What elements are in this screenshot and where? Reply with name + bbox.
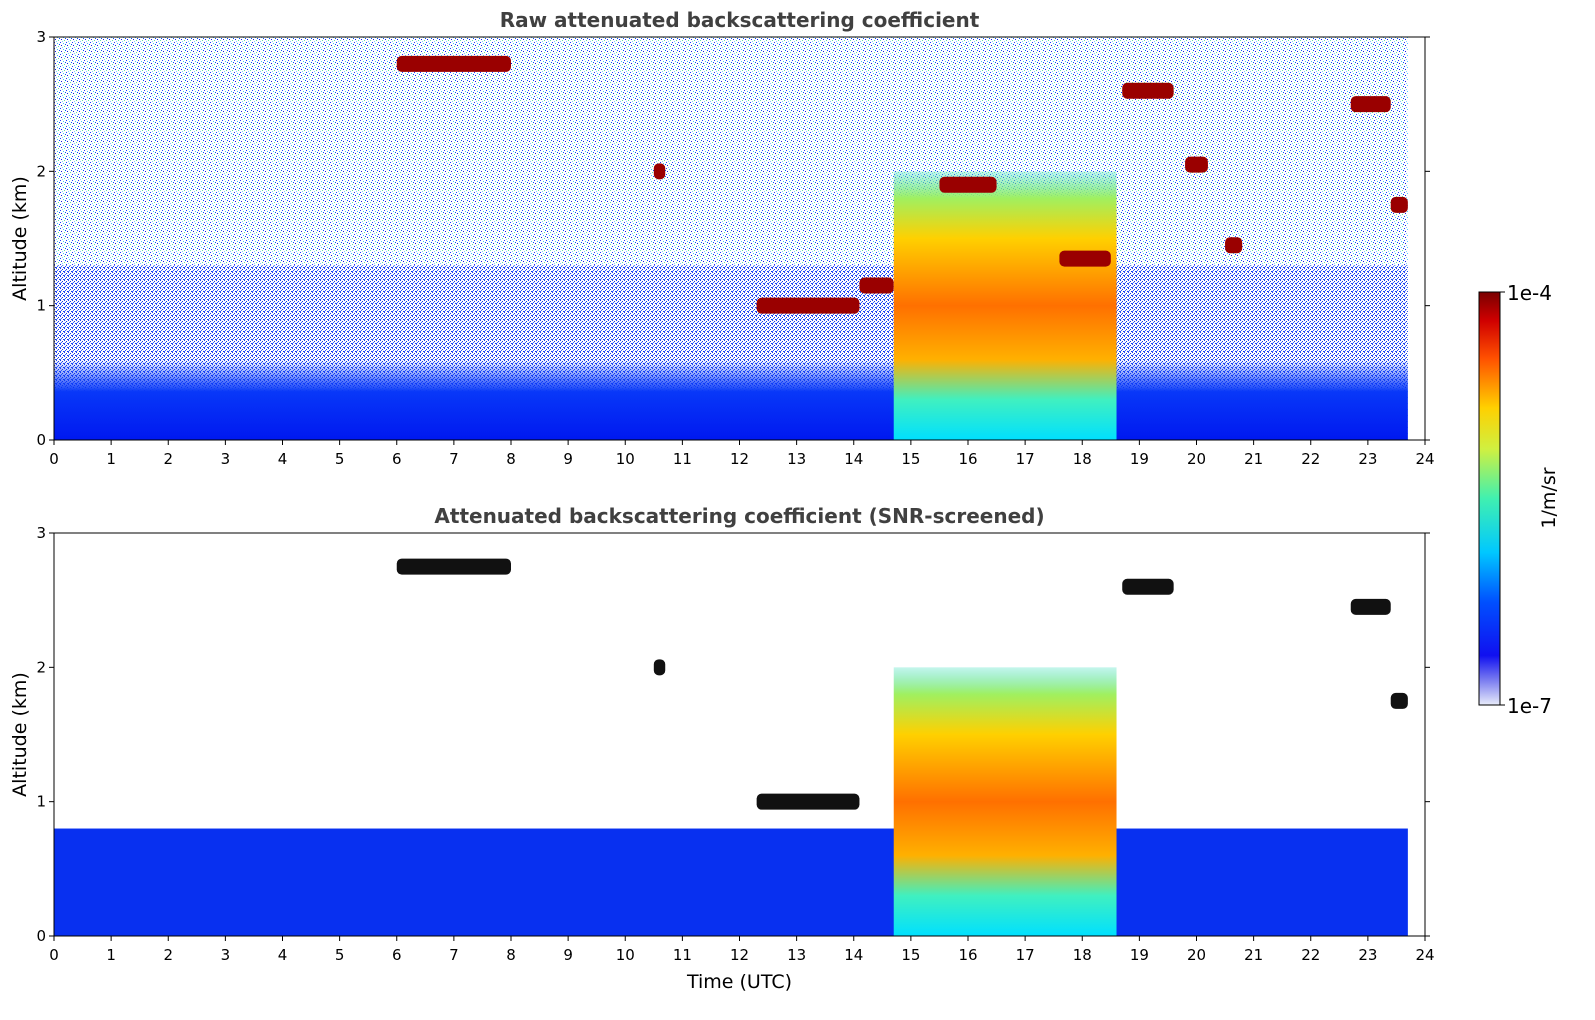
colorbar: 1e-4 1e-7 1/m/sr (1478, 281, 1560, 718)
x-tick-label: 14 (844, 450, 863, 468)
x-tick-label: 8 (506, 450, 516, 468)
x-tick-label: 4 (278, 450, 288, 468)
x-tick-label: 12 (730, 946, 749, 964)
y-tick-label: 1 (36, 793, 46, 811)
x-axis-label: Time (UTC) (686, 971, 792, 993)
cloud-layer-12 (1390, 196, 1408, 213)
x-tick-label: 10 (616, 450, 635, 468)
y-axis-label: Altitude (km) (9, 176, 31, 301)
x-tick-label: 15 (901, 450, 920, 468)
x-tick-label: 6 (392, 450, 402, 468)
x-tick-label: 18 (1073, 450, 1092, 468)
x-tick-label: 1 (106, 946, 116, 964)
x-tick-label: 11 (673, 450, 692, 468)
cloud-layer-11 (1350, 96, 1391, 113)
cloud-layer-7 (1390, 692, 1408, 709)
x-tick-label: 4 (278, 946, 288, 964)
cloud-layer-2 (653, 163, 666, 180)
cloud-layer-6 (939, 176, 997, 193)
x-tick-label: 0 (49, 450, 59, 468)
y-tick-label: 0 (36, 431, 46, 449)
cloud-layer-3 (756, 793, 860, 810)
colorbar-unit-label: 1/m/sr (1538, 467, 1560, 528)
heatmap-area (54, 533, 1408, 936)
y-tick-label: 3 (36, 524, 46, 542)
x-tick-label: 2 (163, 946, 173, 964)
boundary-layer (54, 359, 1408, 440)
x-tick-label: 7 (449, 450, 459, 468)
x-tick-label: 23 (1358, 946, 1377, 964)
colorbar-gradient (1478, 291, 1501, 706)
x-tick-label: 8 (506, 946, 516, 964)
x-tick-label: 13 (787, 450, 806, 468)
x-tick-label: 16 (958, 450, 977, 468)
x-tick-label: 9 (563, 450, 573, 468)
x-tick-label: 9 (563, 946, 573, 964)
x-tick-label: 18 (1073, 946, 1092, 964)
panel-2: 0 1 2 3 4 5 6 7 8 9 10 11 12 13 14 15 16 17 18 19 20 21 22 23 24… (9, 504, 1435, 993)
cloud-layer-6 (1350, 598, 1391, 615)
cloud-layer-8 (1122, 82, 1174, 99)
x-tick-label: 5 (335, 450, 345, 468)
y-tick-label: 1 (36, 297, 46, 315)
x-tick-label: 14 (844, 946, 863, 964)
x-tick-label: 17 (1016, 946, 1035, 964)
y-tick-label: 0 (36, 927, 46, 945)
x-tick-label: 6 (392, 946, 402, 964)
x-tick-label: 15 (901, 946, 920, 964)
cloud-layer-1 (396, 55, 511, 72)
y-axis-label: Altitude (km) (9, 672, 31, 797)
cloud-layer-1 (396, 558, 511, 575)
cloud-layer-4 (859, 277, 894, 294)
cloud-layer-9 (1185, 156, 1208, 173)
x-tick-label: 17 (1016, 450, 1035, 468)
x-tick-label: 22 (1301, 450, 1320, 468)
x-tick-label: 0 (49, 946, 59, 964)
colorbar-min-label: 1e-7 (1507, 694, 1552, 718)
y-tick-label: 3 (36, 28, 46, 46)
x-tick-label: 13 (787, 946, 806, 964)
x-tick-label: 23 (1358, 450, 1377, 468)
panel-title: Raw attenuated backscattering coefficien… (500, 8, 980, 32)
colorbar-max-label: 1e-4 (1507, 281, 1552, 305)
x-tick-label: 20 (1187, 946, 1206, 964)
x-tick-label: 19 (1130, 946, 1149, 964)
x-tick-label: 20 (1187, 450, 1206, 468)
y-tick-label: 2 (36, 162, 46, 180)
x-tick-label: 3 (221, 450, 231, 468)
cloud-layer-10 (1225, 237, 1243, 254)
cloud-layer-2 (653, 659, 666, 676)
precipitation-region (893, 171, 1117, 440)
y-tick-label: 2 (36, 658, 46, 676)
x-tick-label: 24 (1415, 946, 1434, 964)
x-tick-label: 2 (163, 450, 173, 468)
panel-1: 0 1 2 3 4 5 6 7 8 9 10 11 12 13 14 15 16 17 18 19 20 21 22 23 24… (9, 8, 1435, 468)
x-tick-label: 1 (106, 450, 116, 468)
cloud-layer-7 (1059, 250, 1111, 267)
x-tick-label: 10 (616, 946, 635, 964)
x-tick-label: 22 (1301, 946, 1320, 964)
x-tick-label: 5 (335, 946, 345, 964)
cloud-layer-3 (756, 297, 860, 314)
heatmap-area (54, 37, 1408, 440)
x-tick-label: 21 (1244, 946, 1263, 964)
precipitation-region (893, 667, 1117, 936)
x-tick-label: 11 (673, 946, 692, 964)
cloud-layer-5 (1122, 578, 1174, 595)
x-tick-label: 7 (449, 946, 459, 964)
x-tick-label: 24 (1415, 450, 1434, 468)
x-tick-label: 19 (1130, 450, 1149, 468)
x-tick-label: 21 (1244, 450, 1263, 468)
x-tick-label: 12 (730, 450, 749, 468)
panel-title: Attenuated backscattering coefficient (S… (434, 504, 1044, 528)
x-tick-label: 16 (958, 946, 977, 964)
x-tick-label: 3 (221, 946, 231, 964)
boundary-layer (54, 828, 1408, 936)
